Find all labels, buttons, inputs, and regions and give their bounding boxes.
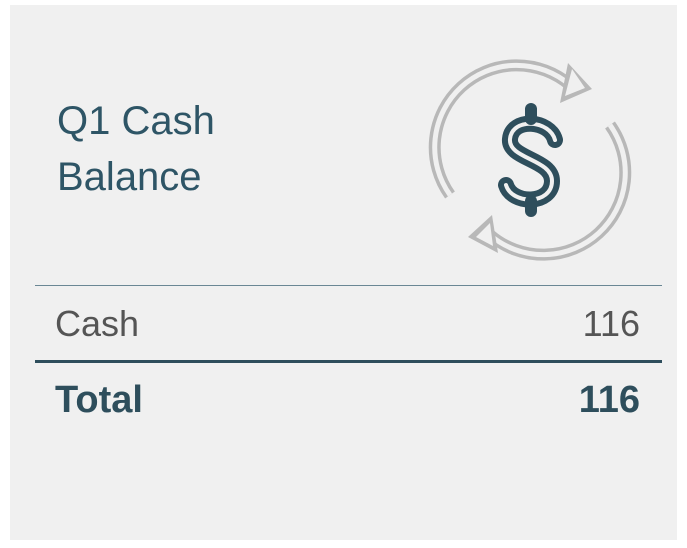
row-label: Cash <box>55 303 140 344</box>
row-value: 116 <box>582 303 640 344</box>
cash-row: Cash 116 <box>55 302 640 346</box>
total-label: Total <box>55 379 143 421</box>
total-value: 116 <box>578 379 640 421</box>
total-row: Total 116 <box>55 378 640 422</box>
total-divider <box>35 360 662 363</box>
divider <box>35 285 662 286</box>
card-title: Q1 Cash Balance <box>57 99 215 199</box>
balance-card: Q1 Cash Balance Cash 116 Total 116 <box>10 5 677 540</box>
cash-cycle-icon <box>428 59 632 261</box>
